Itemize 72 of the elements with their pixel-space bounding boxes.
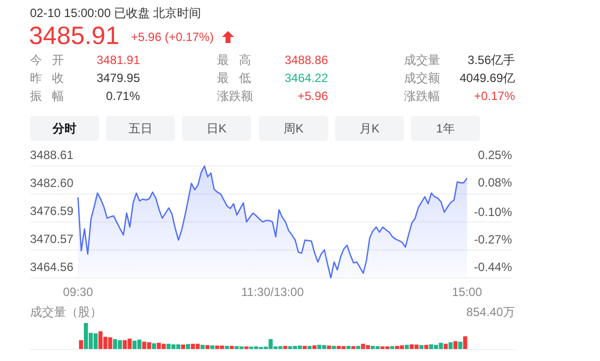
text: 涨跌额 xyxy=(217,89,253,103)
bar xyxy=(424,344,428,349)
y2-tick-label: 0.08% xyxy=(478,176,512,190)
text: 日K xyxy=(206,122,227,136)
text: 4049.69亿 xyxy=(460,71,515,85)
text: +0.17% xyxy=(474,89,516,103)
text: 0.71% xyxy=(106,89,140,103)
x-tick-label: 15:00 xyxy=(452,285,482,299)
y2-tick-label: 0.25% xyxy=(478,148,512,162)
x-tick-label: 11:30/13:00 xyxy=(241,285,304,299)
text: 3.56亿手 xyxy=(468,53,515,67)
text: +5.96 xyxy=(298,89,328,103)
text: 3479.95 xyxy=(96,71,140,85)
y2-tick-label: -0.44% xyxy=(474,260,512,274)
text: 成交量 xyxy=(404,53,440,67)
text: 3481.91 xyxy=(96,53,140,67)
bar xyxy=(230,346,234,349)
text: 五日 xyxy=(128,122,152,136)
y-tick-label: 3464.56 xyxy=(30,260,74,274)
bar xyxy=(453,341,458,349)
text: 昨收 xyxy=(30,71,64,85)
text: 1年 xyxy=(436,122,455,136)
text: 周K xyxy=(283,122,304,136)
text: 854.40万 xyxy=(466,305,515,319)
text: 分时 xyxy=(52,122,76,136)
bar xyxy=(332,346,336,349)
bar xyxy=(463,336,468,349)
bar xyxy=(205,345,210,349)
bar xyxy=(312,345,316,349)
bar xyxy=(444,344,448,349)
text: 已收盘 xyxy=(114,6,150,20)
text: 涨跌幅 xyxy=(404,89,440,103)
bar xyxy=(404,344,409,349)
bar xyxy=(458,342,462,349)
text: 成交额 xyxy=(404,71,440,85)
bar xyxy=(79,340,84,349)
bar xyxy=(308,346,312,349)
text: 今开 xyxy=(30,53,64,67)
y-tick-label: 3470.57 xyxy=(30,232,74,246)
y-tick-label: 3482.60 xyxy=(30,176,74,190)
x-tick-label: 09:30 xyxy=(62,285,94,299)
text: 北京时间 xyxy=(153,6,201,20)
text: 振幅 xyxy=(30,89,64,103)
bar xyxy=(283,346,288,349)
text: 02-10 15:00:00 xyxy=(30,6,112,20)
bar xyxy=(200,344,205,349)
bar xyxy=(326,346,332,349)
text: 最高 xyxy=(217,53,251,67)
bar xyxy=(181,344,186,349)
bar xyxy=(186,344,190,349)
bar xyxy=(419,345,424,349)
bar xyxy=(210,345,214,349)
text: 最低 xyxy=(217,71,251,85)
bar xyxy=(356,346,360,349)
bar xyxy=(351,346,356,349)
text: 3488.86 xyxy=(284,53,328,67)
bar xyxy=(224,346,229,349)
bar xyxy=(152,343,156,349)
bar xyxy=(302,346,307,349)
bar xyxy=(390,346,394,349)
y2-tick-label: -0.10% xyxy=(474,204,512,219)
chart-title: 成交量（股） xyxy=(30,305,102,319)
y-tick-label: 3488.61 xyxy=(30,148,74,162)
text: +5.96 (+0.17%) xyxy=(131,30,214,44)
y-tick-label: 3476.59 xyxy=(30,204,74,218)
text: 3485.91 xyxy=(29,22,120,50)
y2-tick-label: -0.27% xyxy=(474,232,512,246)
text: 3464.22 xyxy=(284,71,328,85)
bar xyxy=(448,342,453,349)
bar xyxy=(244,346,248,349)
text: 月K xyxy=(359,122,380,136)
bar xyxy=(346,346,350,349)
